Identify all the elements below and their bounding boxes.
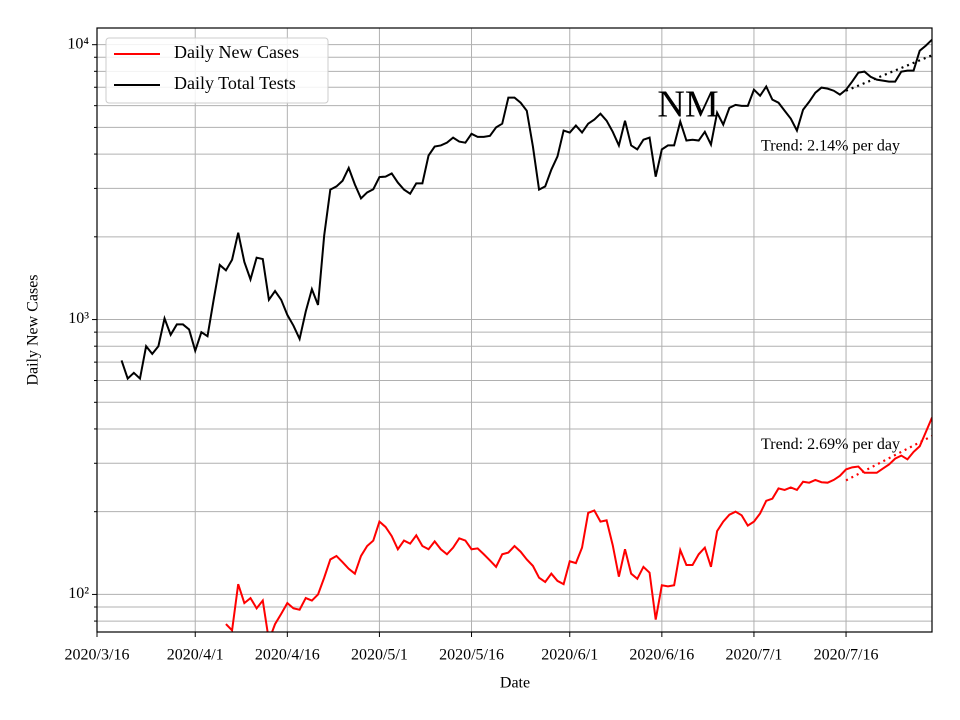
x-axis-label: Date [500, 675, 530, 692]
trend-label: Trend: 2.69% per day [761, 436, 900, 453]
plot-area [120, 38, 932, 632]
data-line [225, 417, 932, 632]
x-tick-label: 2020/3/16 [65, 647, 130, 664]
chart-title: NM [657, 84, 718, 126]
x-tick-label: 2020/4/16 [255, 647, 320, 664]
x-tick-label: 2020/6/1 [541, 647, 598, 664]
legend-box [105, 37, 329, 104]
plot-frame [96, 27, 933, 633]
x-tick-label: 2020/4/1 [167, 647, 224, 664]
data-line [120, 38, 932, 381]
legend: Daily New Cases Daily Total Tests [105, 37, 329, 104]
trend-line [845, 435, 932, 482]
y-tick-label: 10⁴ [67, 35, 89, 52]
x-tick-label: 2020/7/16 [814, 647, 879, 664]
legend-label: Daily Total Tests [174, 73, 296, 93]
x-tick-label: 2020/5/16 [439, 647, 504, 664]
trend-label: Trend: 2.14% per day [761, 137, 900, 154]
y-tick-label: 10² [68, 585, 89, 602]
legend-label: Daily New Cases [174, 42, 299, 62]
y-tick-label: 10³ [68, 310, 89, 327]
y-axis-label: Daily New Cases [25, 274, 42, 385]
x-tick-label: 2020/6/16 [629, 647, 694, 664]
x-tick-label: 2020/5/1 [351, 647, 408, 664]
x-tick-label: 2020/7/1 [726, 647, 783, 664]
